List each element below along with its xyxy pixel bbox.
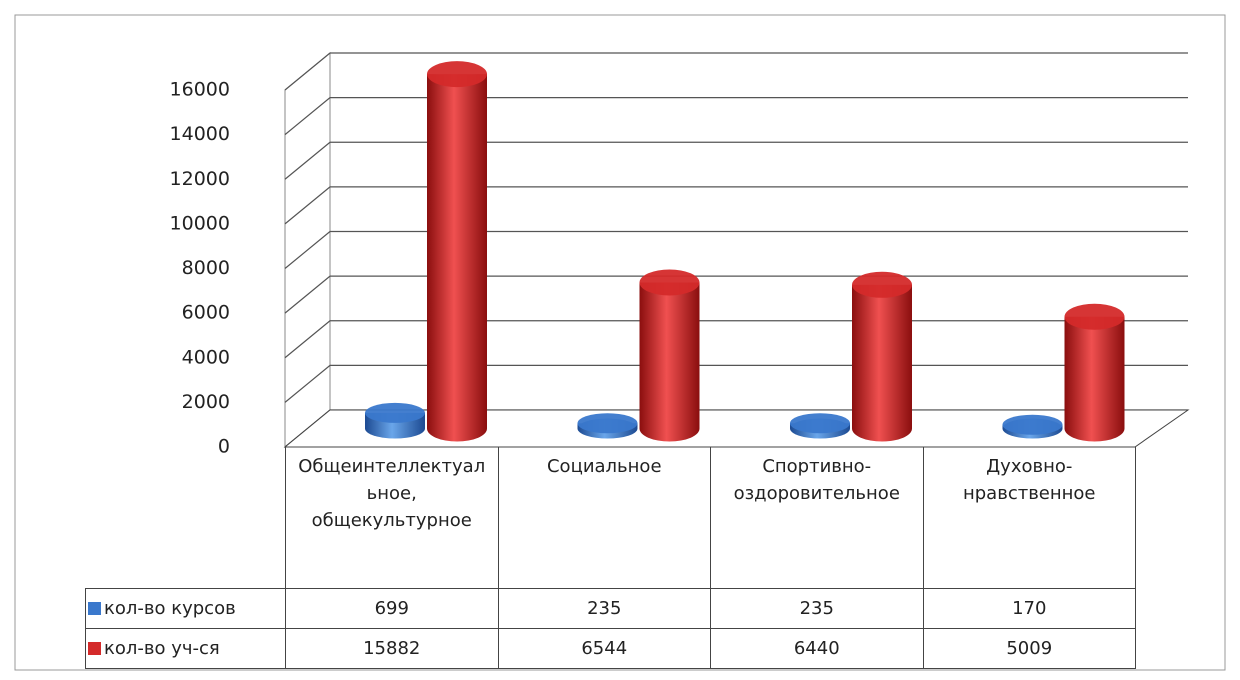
y-tick-label: 2000	[182, 391, 230, 413]
cell-text: 6544	[581, 638, 628, 659]
y-tick-label: 12000	[170, 168, 230, 190]
y-tick-label: 0	[218, 436, 230, 458]
category-cell: Спортивно-оздоровительное	[710, 447, 924, 589]
legend-swatch	[88, 602, 101, 615]
cell-text: Духовно-нравственное	[962, 456, 1096, 504]
bar-top	[790, 413, 850, 434]
bar	[639, 282, 700, 429]
y-tick-label: 14000	[170, 123, 230, 145]
y-tick-label: 16000	[170, 79, 230, 101]
y-tick-label: 10000	[170, 212, 230, 234]
value-cell: 5009	[922, 628, 1136, 669]
category-cell: Общеинтеллектуальное, общекультурное	[285, 447, 499, 589]
cell-text: 235	[587, 598, 622, 619]
cell-text: 5009	[1006, 638, 1053, 659]
legend-cell: кол-во уч-ся	[85, 628, 286, 669]
bar-top	[427, 61, 487, 88]
value-cell: 699	[285, 588, 499, 629]
cell-text: 170	[1012, 598, 1047, 619]
grid-line	[284, 320, 1188, 359]
legend-swatch	[88, 642, 101, 655]
value-cell: 235	[710, 588, 924, 629]
grid-line	[284, 52, 1188, 91]
y-tick-label: 6000	[182, 302, 230, 324]
legend-label: кол-во уч-ся	[104, 638, 220, 659]
cell-text: Общеинтеллектуальное, общекультурное	[298, 456, 486, 531]
bar-top	[639, 269, 700, 296]
value-cell: 170	[922, 588, 1136, 629]
grid-line	[284, 97, 1188, 136]
grid-line	[284, 364, 1188, 403]
value-cell: 15882	[285, 628, 499, 669]
cell-text: Социальное	[546, 456, 662, 477]
legend-cell: кол-во курсов	[85, 588, 286, 629]
bar-top	[852, 271, 912, 298]
y-tick-label: 8000	[182, 257, 230, 279]
legend-label: кол-во курсов	[104, 598, 236, 619]
grid-line	[284, 230, 1188, 269]
cell-text: Спортивно-оздоровительное	[733, 456, 900, 504]
floor	[283, 409, 1190, 448]
bar	[1064, 316, 1125, 429]
value-cell: 6440	[710, 628, 924, 669]
frame	[14, 14, 1226, 671]
category-cell: Духовно-нравственное	[922, 447, 1136, 589]
bar-top	[1064, 303, 1125, 330]
bar	[852, 284, 912, 429]
cell-text: 235	[799, 598, 834, 619]
bar-top	[365, 402, 425, 423]
bar	[427, 74, 487, 429]
y-tick-label: 4000	[182, 346, 230, 368]
cell-text: 15882	[363, 638, 421, 659]
cell-text: 699	[374, 598, 409, 619]
grid-line	[284, 275, 1188, 314]
category-cell: Социальное	[497, 447, 711, 589]
grid-line	[284, 186, 1188, 225]
value-cell: 6544	[497, 628, 711, 669]
bar-top	[577, 413, 638, 434]
bar-top	[1002, 414, 1063, 435]
grid-line	[284, 141, 1188, 180]
value-cell: 235	[497, 588, 711, 629]
cell-text: 6440	[793, 638, 840, 659]
